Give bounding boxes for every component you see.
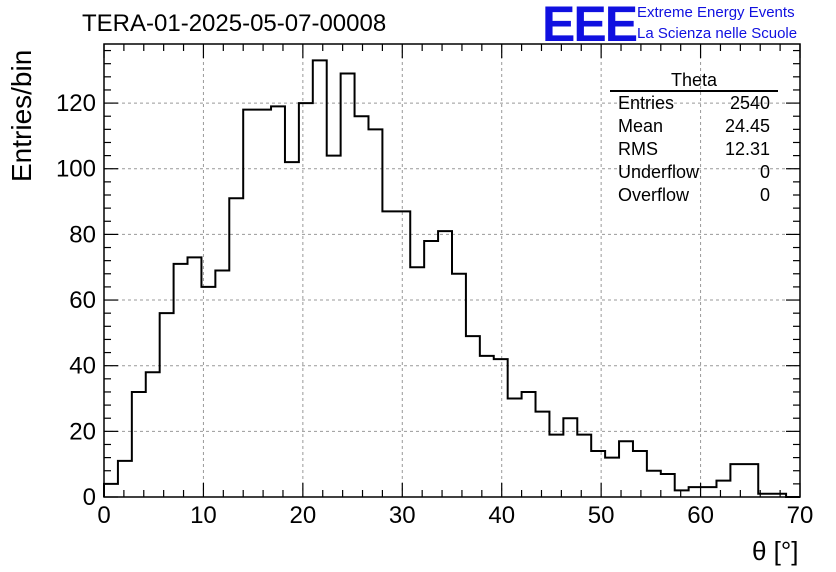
stats-row-rms: RMS 12.31: [610, 138, 778, 161]
x-axis-label: θ [°]: [752, 536, 799, 566]
stats-row-entries: Entries 2540: [610, 92, 778, 115]
x-tick-label: 10: [190, 502, 217, 529]
x-tick-label: 60: [687, 502, 714, 529]
stats-value: 0: [759, 162, 770, 182]
tick-labels: 0 10 20 30 40 50 60 70 0 20 40 60 80 100 120: [56, 90, 813, 529]
y-tick-label: 80: [69, 221, 96, 248]
stats-label: RMS: [618, 139, 658, 159]
stats-label: Entries: [618, 93, 675, 113]
stats-row-underflow: Underflow 0: [610, 161, 778, 184]
x-tick-label: 70: [787, 502, 814, 529]
eee-logo: EEE: [542, 0, 638, 52]
chart-title: TERA-01-2025-05-07-00008: [82, 10, 387, 37]
stats-value: 12.31: [724, 139, 770, 159]
x-tick-label: 50: [588, 502, 615, 529]
y-tick-label: 0: [83, 484, 96, 511]
stats-box: Theta Entries 2540 Mean 24.45 RMS 12.31 Und…: [610, 70, 778, 207]
plot-frame: [103, 43, 801, 498]
x-tick-label: 40: [488, 502, 515, 529]
stats-value: 0: [759, 185, 770, 205]
y-tick-label: 40: [69, 353, 96, 380]
stats-value: 24.45: [724, 116, 770, 136]
axis-ticks: [103, 44, 801, 498]
histogram-outline: [103, 59, 800, 498]
stats-value: 2540: [729, 93, 770, 113]
stats-label: Mean: [618, 116, 664, 136]
x-tick-label: 0: [97, 502, 110, 529]
logo-tagline-2: La Scienza nelle Scuole: [637, 25, 798, 42]
stats-label: Overflow: [618, 185, 690, 205]
y-tick-label: 60: [69, 287, 96, 314]
x-tick-label: 30: [389, 502, 416, 529]
logo-tagline-1: Extreme Energy Events: [637, 4, 795, 21]
stats-label: Underflow: [618, 162, 700, 182]
stats-row-mean: Mean 24.45: [610, 115, 778, 138]
y-tick-label: 100: [56, 156, 96, 183]
y-axis-label: Entries/bin: [6, 49, 37, 182]
y-tick-label: 20: [69, 418, 96, 445]
y-tick-label: 120: [56, 90, 96, 117]
stats-title: Theta: [610, 70, 778, 92]
x-tick-label: 20: [290, 502, 317, 529]
stats-row-overflow: Overflow 0: [610, 184, 778, 207]
